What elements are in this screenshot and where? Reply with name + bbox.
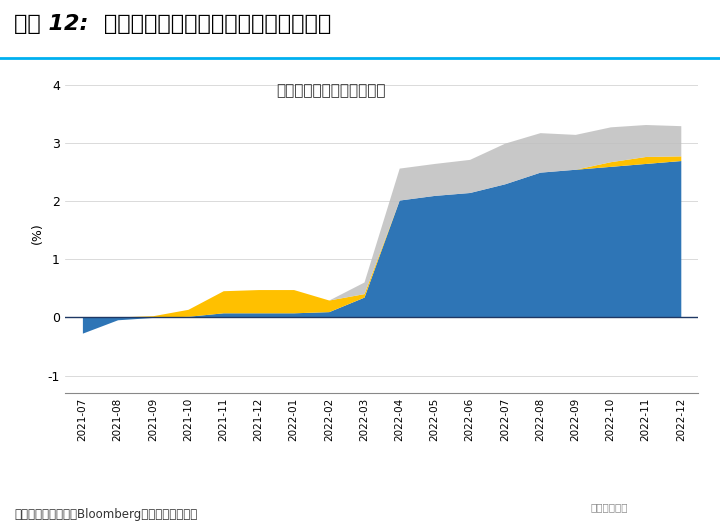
Y-axis label: (%): (%)	[30, 222, 43, 244]
Text: 赵伟宏观探察: 赵伟宏观探察	[590, 503, 628, 512]
Text: 补贴将进一步推升通胀水平: 补贴将进一步推升通胀水平	[276, 83, 386, 98]
Text: 图表 12:  日本财政补贴或将进一步提升通胀水平: 图表 12: 日本财政补贴或将进一步提升通胀水平	[14, 14, 332, 34]
Text: 来源：日本财务省，Bloomberg，国金证券研究所: 来源：日本财务省，Bloomberg，国金证券研究所	[14, 508, 198, 521]
